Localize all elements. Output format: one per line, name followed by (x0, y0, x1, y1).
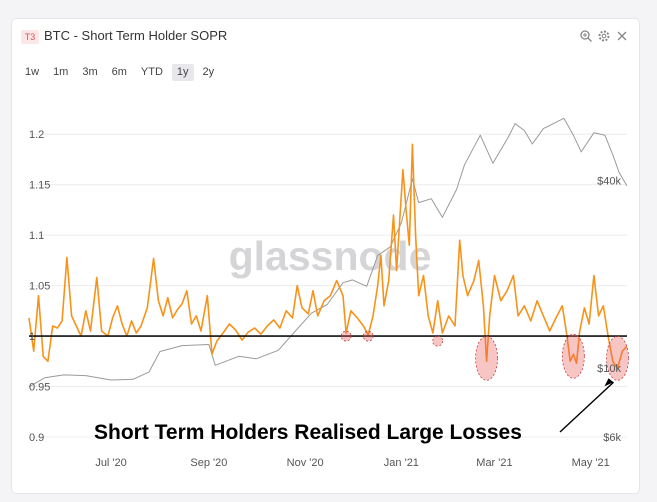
range-6m[interactable]: 6m (111, 66, 127, 78)
right-tick-label: $6k (603, 432, 621, 444)
range-3m[interactable]: 3m (82, 66, 98, 78)
range-2y[interactable]: 2y (202, 66, 215, 78)
chart-header: T3 BTC - Short Term Holder SOPR (12, 19, 639, 55)
x-tick-label: Jan '21 (384, 457, 419, 469)
y-tick-label: 0.9 (29, 432, 44, 444)
y-tick-label: 1 (29, 331, 35, 343)
y-tick-label: 1.15 (29, 180, 50, 192)
x-tick-label: Jul '20 (95, 457, 126, 469)
sopr-line (28, 143, 628, 370)
settings-icon[interactable] (597, 29, 611, 43)
watermark: glassnode (229, 233, 432, 279)
loss-highlight (606, 335, 629, 381)
y-tick-label: 1.1 (29, 230, 44, 242)
header-actions (579, 29, 629, 43)
chart-title: BTC - Short Term Holder SOPR (44, 28, 228, 43)
x-tick-label: Mar '21 (476, 457, 512, 469)
chart-card: T3 BTC - Short Term Holder SOPR 1w 1m 3m… (12, 19, 639, 493)
range-selector: 1w 1m 3m 6m YTD 1y 2y (20, 64, 219, 81)
range-ytd[interactable]: YTD (140, 66, 163, 78)
annotation-text: Short Term Holders Realised Large Losses (94, 421, 522, 444)
y-tick-label: 1.05 (29, 281, 50, 293)
range-1w[interactable]: 1w (25, 66, 40, 78)
loss-highlight (475, 335, 498, 381)
x-tick-label: May '21 (572, 457, 610, 469)
x-tick-label: Sep '20 (190, 457, 227, 469)
close-icon[interactable] (615, 29, 629, 43)
annotation-arrow (559, 381, 615, 433)
loss-highlight (340, 330, 352, 342)
x-tick-label: Nov '20 (287, 457, 324, 469)
loss-highlight (561, 333, 585, 379)
y-tick-label: 1.2 (29, 129, 44, 141)
right-tick-label: $10k (597, 363, 621, 375)
annotation-arrowhead (604, 378, 614, 387)
y-tick-label: 0.95 (29, 382, 50, 394)
right-tick-label: $40k (597, 176, 621, 188)
range-1y[interactable]: 1y (171, 64, 194, 81)
sopr-plot: glassnode 0.9 0.95 1 1.05 1.1 1.15 1.2 Jul '20 S… (28, 117, 629, 469)
zoom-icon[interactable] (579, 29, 593, 43)
range-1m[interactable]: 1m (53, 66, 69, 78)
t3-badge: T3 (21, 30, 39, 44)
loss-highlight (362, 330, 374, 342)
btc-price-line (28, 117, 628, 388)
loss-highlight (432, 335, 444, 347)
